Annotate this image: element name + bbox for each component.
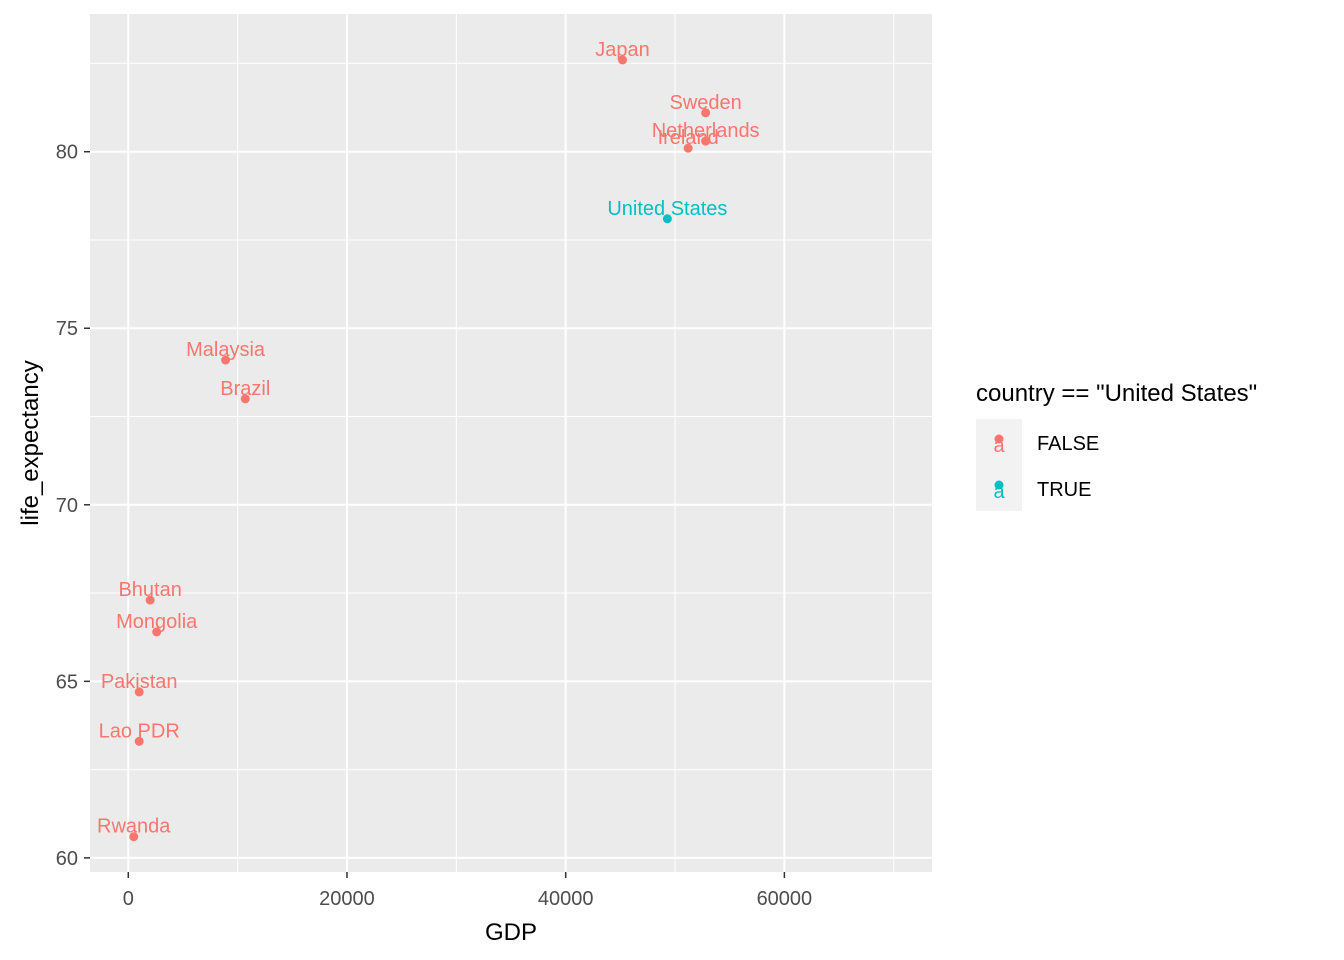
x-axis-title: GDP	[485, 919, 537, 946]
data-point-label: Lao PDR	[99, 720, 180, 742]
data-point	[662, 214, 672, 224]
data-point	[701, 136, 711, 146]
legend-key-glyph: a	[993, 481, 1005, 503]
x-tick-label: 0	[123, 888, 134, 910]
legend-key-point	[994, 434, 1004, 444]
major-gridlines	[90, 14, 932, 872]
data-point-label: Rwanda	[97, 816, 171, 838]
data-point	[683, 143, 693, 153]
data-point-label: United States	[607, 198, 727, 220]
data-point-label: Japan	[595, 39, 650, 61]
data-point-label: Pakistan	[101, 671, 178, 693]
legend-key-point	[994, 480, 1004, 490]
x-tick-label: 60000	[757, 888, 813, 910]
y-tick-label: 80	[56, 142, 78, 164]
axis-ticks	[84, 150, 786, 878]
y-tick-label: 70	[56, 495, 78, 517]
data-point	[152, 627, 162, 637]
data-point	[129, 832, 139, 842]
panel-background	[90, 14, 932, 872]
legend-title: country == "United States"	[976, 380, 1257, 407]
data-point	[145, 595, 155, 605]
data-point-label: Netherlands	[652, 120, 760, 142]
x-tick-label: 40000	[538, 888, 594, 910]
data-point	[618, 55, 628, 65]
y-tick-label: 75	[56, 318, 78, 340]
data-point	[134, 736, 144, 746]
legend-keys: a FALSE a TRUE	[976, 419, 1099, 511]
legend-label: FALSE	[1037, 433, 1099, 455]
y-axis-title: life_expectancy	[17, 360, 44, 525]
data-point-label: Malaysia	[186, 339, 266, 361]
minor-gridlines	[90, 14, 932, 872]
x-axis-tick-labels: 0 20000 40000 60000	[123, 888, 812, 910]
data-point	[240, 394, 250, 404]
data-points	[129, 55, 711, 842]
data-point	[134, 687, 144, 697]
y-tick-label: 60	[56, 848, 78, 870]
y-axis-tick-labels: 60 65 70 75 80	[56, 142, 78, 870]
y-tick-label: 65	[56, 671, 78, 693]
data-point-label: Brazil	[220, 378, 270, 400]
legend-key-glyph: a	[993, 435, 1005, 457]
data-point-label: Mongolia	[116, 611, 198, 633]
x-tick-label: 20000	[319, 888, 375, 910]
legend: country == "United States" a FALSE a TRUE	[976, 380, 1257, 511]
data-point	[221, 355, 231, 365]
data-point	[701, 108, 711, 118]
data-point-label: Ireland	[658, 127, 719, 149]
legend-label: TRUE	[1037, 479, 1091, 501]
data-point-label: Bhutan	[118, 579, 181, 601]
data-point-label: Sweden	[670, 92, 742, 114]
